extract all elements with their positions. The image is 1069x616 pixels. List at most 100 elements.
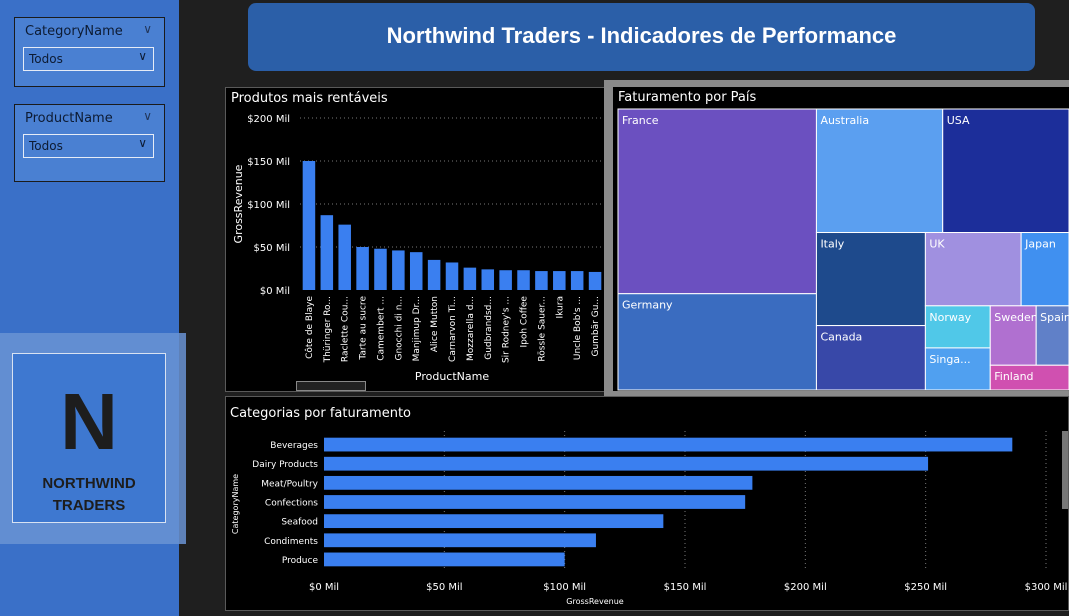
category-slicer-title: CategoryName [25, 24, 123, 39]
x-tick-label: Raclette Cou... [341, 296, 351, 362]
x-tick-label: Rössle Sauer... [537, 296, 547, 362]
x-tick-label: Tarte au sucre [359, 296, 369, 361]
treemap-tile-label: Australia [820, 114, 869, 127]
bar [499, 270, 512, 290]
treemap-tile [815, 325, 926, 391]
y-tick-label: Condiments [264, 537, 318, 547]
bar [324, 533, 596, 548]
logo-letter: N [60, 377, 118, 466]
logo-line-2: TRADERS [52, 497, 126, 514]
product-dropdown-value: Todos [29, 139, 63, 153]
categories-chart-panel[interactable]: Categorias por faturamento $0 Mil $50 Mil… [225, 396, 1069, 611]
y-tick-label: Seafood [281, 518, 318, 528]
bar [588, 271, 602, 290]
x-tick-label: Alice Mutton [430, 296, 440, 352]
categories-chart-title: Categorias por faturamento [230, 406, 411, 421]
treemap-tile-label: Sweden [994, 311, 1037, 324]
x-axis-title: GrossRevenue [566, 597, 623, 606]
x-tick-label: $150 Mil [664, 582, 707, 593]
x-tick-label: Gumbär Gu... [591, 296, 601, 357]
treemap-tile-label: Singa... [929, 353, 970, 366]
bar [324, 475, 753, 490]
bar [324, 437, 1013, 452]
x-tick-label: Carnarvon Ti... [448, 296, 458, 362]
product-slicer[interactable]: ProductName ∨ Todos ∨ [14, 104, 165, 182]
collapse-chevron-icon[interactable]: ∨ [143, 109, 152, 123]
product-slicer-title: ProductName [25, 111, 113, 126]
y-tick-label: Confections [265, 499, 318, 509]
treemap-tile [815, 232, 926, 327]
treemap-tile-label: UK [929, 238, 945, 251]
bar [320, 215, 334, 290]
x-tick-label: Manjimup Dr... [412, 296, 422, 361]
y-tick-label: $100 Mil [247, 200, 290, 211]
treemap-tile-label: Italy [820, 238, 844, 251]
products-chart-title: Produtos mais rentáveis [231, 91, 388, 106]
chevron-down-icon: ∨ [138, 136, 147, 150]
bar [302, 161, 316, 290]
y-tick-label: Beverages [270, 441, 318, 451]
bar [356, 247, 369, 290]
bar [409, 252, 423, 290]
category-dropdown[interactable]: Todos ∨ [23, 47, 154, 71]
x-tick-label: Uncle Bob's ... [573, 296, 583, 360]
treemap-tile-label: France [622, 114, 659, 127]
treemap-tile-label: Germany [622, 299, 673, 312]
bar [324, 552, 565, 567]
country-treemap: France Germany Australia USA Italy Canada UK Ja… [617, 108, 1069, 391]
treemap-tile [815, 108, 944, 234]
x-tick-label: Gnocchi di n... [394, 296, 404, 361]
x-tick-label: $250 Mil [904, 582, 947, 593]
treemap-tile [942, 108, 1069, 234]
chevron-down-icon: ∨ [138, 49, 147, 63]
treemap-tile [617, 293, 817, 391]
x-tick-label: Côte de Blaye [304, 296, 315, 359]
dashboard-title: Northwind Traders - Indicadores de Perfo… [386, 23, 897, 48]
x-tick-label: Camembert ... [376, 296, 386, 361]
treemap-tile [924, 305, 991, 349]
bar [324, 456, 929, 471]
x-tick-label: Ipoh Coffee [520, 296, 530, 348]
product-dropdown[interactable]: Todos ∨ [23, 134, 154, 158]
title-banner: Northwind Traders - Indicadores de Perfo… [248, 3, 1035, 71]
bar [324, 514, 664, 529]
treemap-tile [1020, 232, 1069, 307]
bar [374, 248, 387, 290]
bar [392, 250, 405, 290]
country-treemap-title: Faturamento por País [618, 90, 757, 105]
bar [481, 269, 495, 290]
bar [324, 495, 746, 509]
products-chart-panel[interactable]: Produtos mais rentáveis $0 Mil $50 Mil $10… [225, 87, 611, 392]
y-tick-label: $50 Mil [254, 243, 290, 254]
y-axis-title: CategoryName [231, 474, 240, 534]
bar [463, 267, 477, 290]
y-tick-label: Produce [282, 556, 319, 566]
treemap-tile-label: Spain [1040, 311, 1069, 324]
collapse-chevron-icon[interactable]: ∨ [143, 22, 152, 36]
x-tick-label: Thüringer Ro... [323, 296, 333, 363]
x-tick-label: Sir Rodney's ... [502, 296, 512, 363]
x-tick-label: $100 Mil [543, 582, 586, 593]
bar [570, 271, 584, 290]
categories-bar-chart: $0 Mil $50 Mil $100 Mil $150 Mil $200 Mil $25… [231, 431, 1067, 606]
treemap-tile [617, 108, 817, 295]
category-dropdown-value: Todos [29, 52, 63, 66]
x-tick-label: $200 Mil [784, 582, 827, 593]
country-treemap-panel[interactable]: Faturamento por País France Germany Austra… [613, 87, 1069, 391]
x-tick-label: $0 Mil [309, 582, 339, 593]
bar [553, 271, 566, 290]
bar [535, 271, 548, 290]
treemap-tile [924, 347, 991, 391]
x-axis-title: ProductName [415, 370, 489, 383]
y-tick-label: $0 Mil [260, 286, 290, 297]
y-tick-label: $200 Mil [247, 114, 290, 125]
bar [338, 224, 351, 290]
treemap-tile-label: Japan [1024, 238, 1056, 251]
treemap-tile-label: Norway [929, 311, 971, 324]
vertical-scrollbar[interactable] [1062, 431, 1068, 509]
category-slicer[interactable]: CategoryName ∨ Todos ∨ [14, 17, 165, 87]
horizontal-scrollbar[interactable] [296, 381, 366, 391]
bar [445, 262, 459, 290]
products-bar-chart: $0 Mil $50 Mil $100 Mil $150 Mil $200 Mil Gro… [232, 114, 604, 383]
x-tick-label: Ikura [555, 296, 565, 319]
